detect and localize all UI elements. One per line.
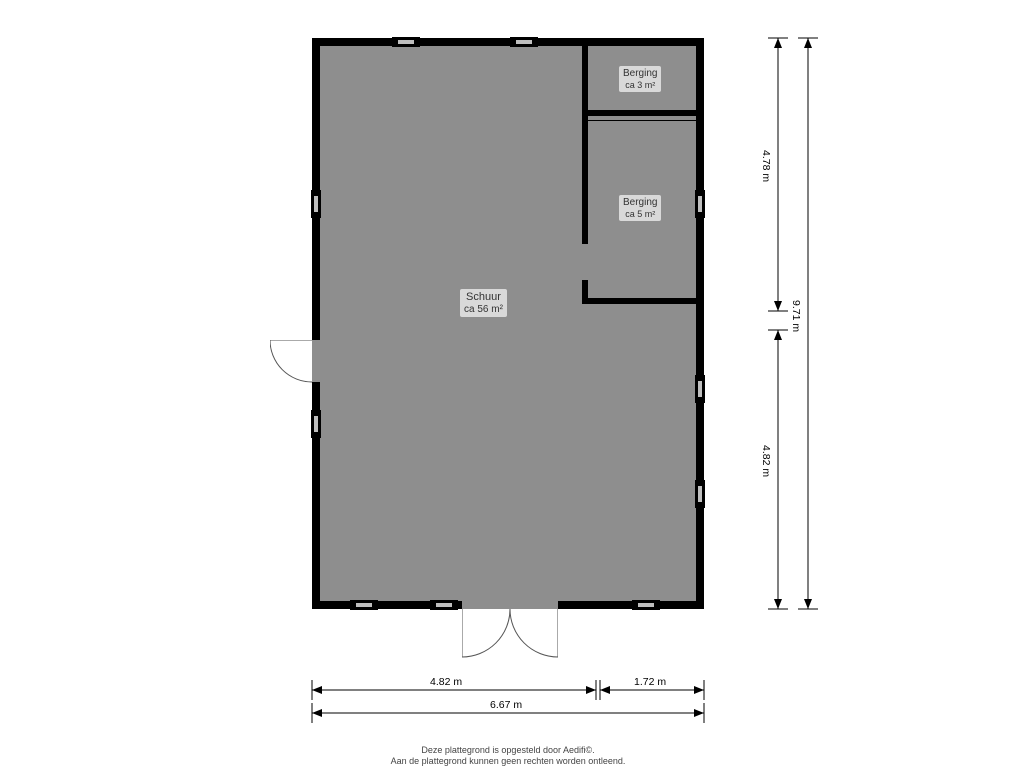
dim-right-outer-label: 9.71 m xyxy=(790,300,802,332)
dim-right-outer xyxy=(0,0,1024,768)
footer-line-2: Aan de plattegrond kunnen geen rechten w… xyxy=(312,756,704,767)
footer: Deze plattegrond is opgesteld door Aedif… xyxy=(312,745,704,767)
floorplan-canvas: Schuur ca 56 m² Berging ca 3 m² Berging … xyxy=(0,0,1024,768)
footer-line-1: Deze plattegrond is opgesteld door Aedif… xyxy=(312,745,704,756)
